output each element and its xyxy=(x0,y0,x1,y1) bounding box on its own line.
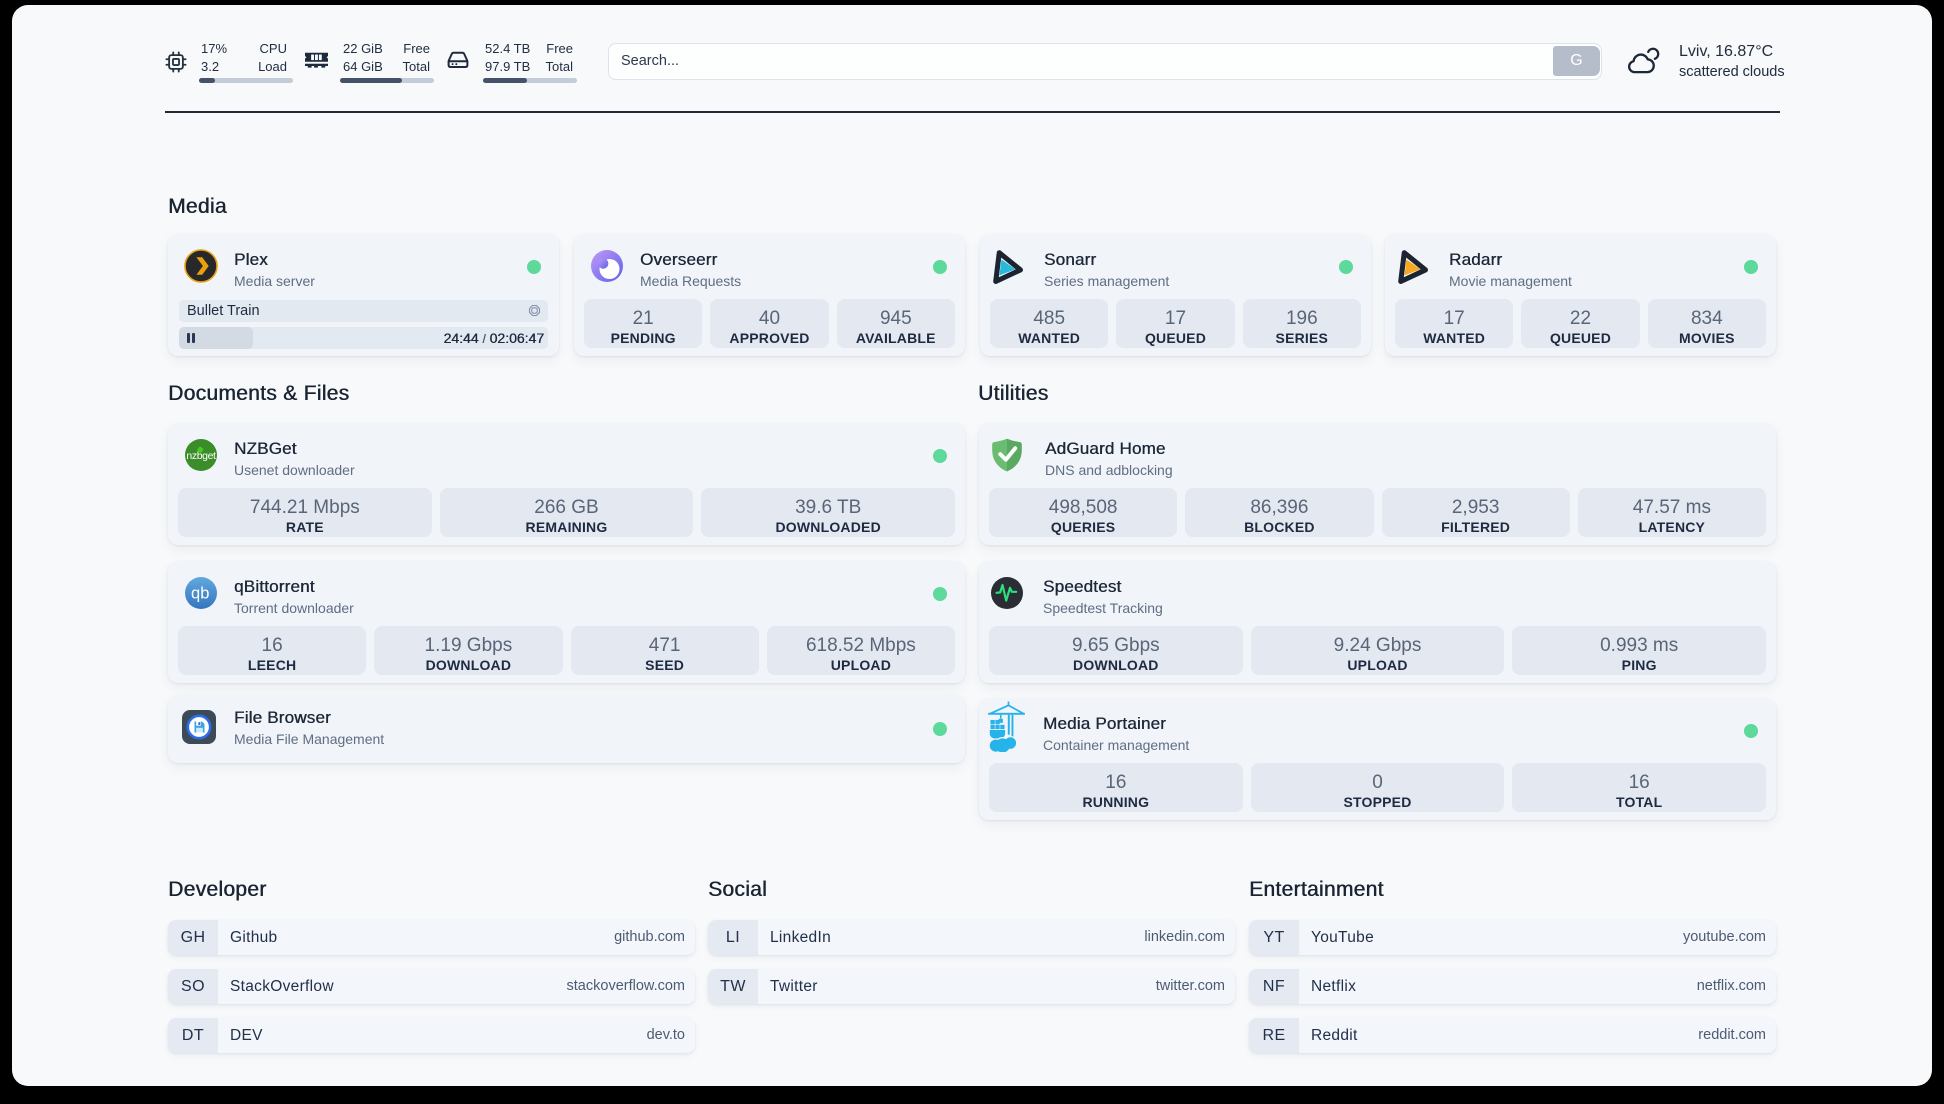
svg-text:qb: qb xyxy=(191,585,209,603)
svg-text:nzbget: nzbget xyxy=(186,450,216,462)
